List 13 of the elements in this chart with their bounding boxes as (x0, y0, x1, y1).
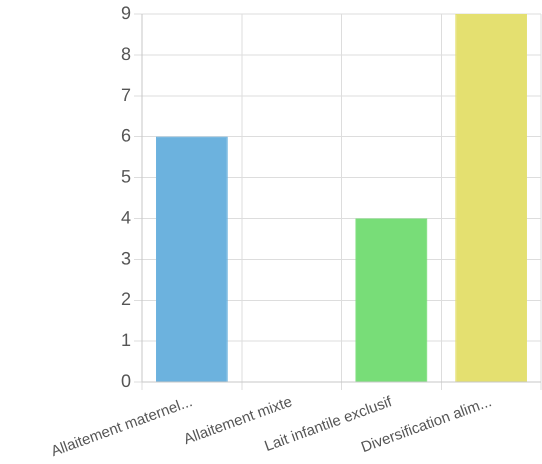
y-tick-label: 3 (120, 248, 132, 268)
y-tick-label: 9 (120, 2, 132, 23)
y-tick-label: 7 (120, 84, 132, 105)
y-tick-label: 4 (120, 207, 132, 228)
y-tick-label: 2 (120, 289, 132, 310)
bar (156, 136, 228, 382)
bar (355, 218, 428, 382)
y-tick-label: 1 (120, 330, 132, 350)
bar (455, 14, 528, 382)
y-tick-label: 0 (120, 371, 132, 392)
y-tick-label: 5 (120, 166, 132, 187)
y-tick-label: 6 (120, 126, 132, 146)
y-tick-label: 8 (120, 44, 132, 64)
